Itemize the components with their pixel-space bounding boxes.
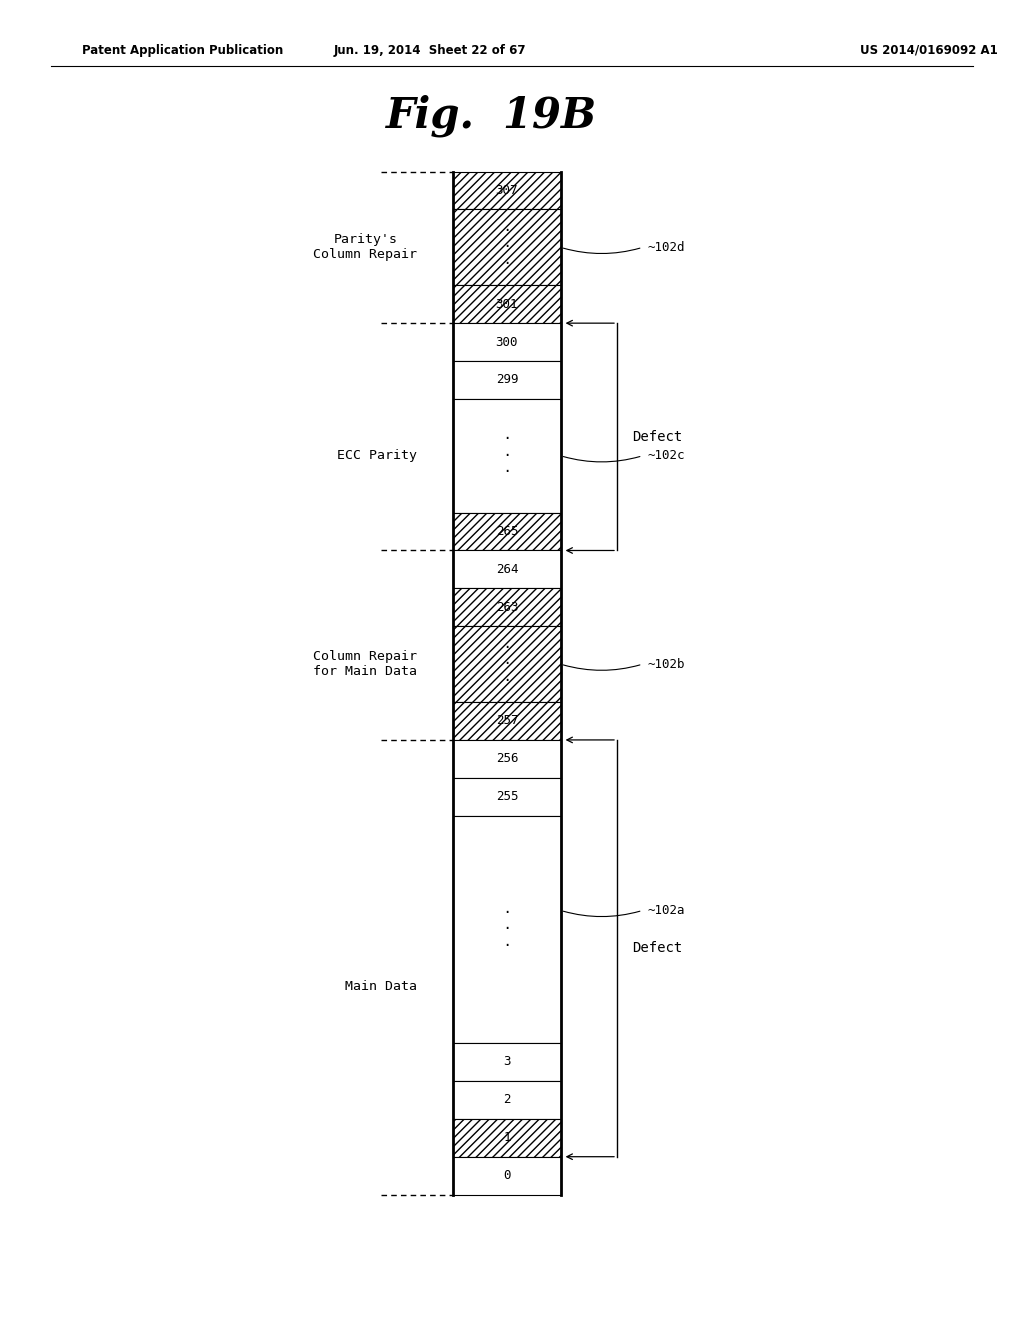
Bar bbox=[453, 1081, 561, 1119]
Text: ~102b: ~102b bbox=[647, 657, 685, 671]
Text: 255: 255 bbox=[496, 791, 518, 804]
Text: 256: 256 bbox=[496, 752, 518, 766]
Text: 257: 257 bbox=[496, 714, 518, 727]
Text: 1: 1 bbox=[503, 1131, 511, 1144]
Text: ~102a: ~102a bbox=[647, 904, 685, 917]
Text: 2: 2 bbox=[503, 1093, 511, 1106]
Bar bbox=[453, 702, 561, 741]
Text: ·
·
·: · · · bbox=[504, 430, 510, 482]
Text: Fig.  19B: Fig. 19B bbox=[386, 95, 597, 137]
Bar bbox=[453, 626, 561, 702]
Bar bbox=[453, 1156, 561, 1195]
Text: Main Data: Main Data bbox=[345, 979, 418, 993]
Bar bbox=[453, 285, 561, 323]
Text: US 2014/0169092 A1: US 2014/0169092 A1 bbox=[860, 44, 998, 57]
Text: ECC Parity: ECC Parity bbox=[337, 449, 418, 462]
Text: ~102c: ~102c bbox=[647, 449, 685, 462]
Text: Patent Application Publication: Patent Application Publication bbox=[82, 44, 284, 57]
Bar bbox=[453, 323, 561, 362]
Text: 3: 3 bbox=[503, 1056, 511, 1068]
Text: 265: 265 bbox=[496, 525, 518, 539]
Bar bbox=[453, 172, 561, 210]
Text: Column Repair
for Main Data: Column Repair for Main Data bbox=[313, 651, 418, 678]
Bar bbox=[453, 172, 561, 210]
Bar bbox=[453, 626, 561, 702]
Text: Jun. 19, 2014  Sheet 22 of 67: Jun. 19, 2014 Sheet 22 of 67 bbox=[334, 44, 526, 57]
Bar bbox=[453, 550, 561, 589]
Bar bbox=[453, 741, 561, 777]
Bar bbox=[453, 816, 561, 1043]
Bar bbox=[453, 1043, 561, 1081]
Text: 300: 300 bbox=[496, 335, 518, 348]
Bar bbox=[453, 285, 561, 323]
Text: Parity's
Column Repair: Parity's Column Repair bbox=[313, 234, 418, 261]
Bar bbox=[453, 777, 561, 816]
Bar bbox=[453, 210, 561, 285]
Text: Defect: Defect bbox=[633, 941, 683, 956]
Text: 264: 264 bbox=[496, 562, 518, 576]
Bar bbox=[453, 1119, 561, 1156]
Bar bbox=[453, 702, 561, 741]
Text: 301: 301 bbox=[496, 298, 518, 310]
Text: ·
·
·: · · · bbox=[504, 639, 510, 690]
Bar bbox=[453, 362, 561, 399]
Bar bbox=[453, 399, 561, 512]
Bar bbox=[453, 512, 561, 550]
Bar bbox=[453, 512, 561, 550]
Bar bbox=[453, 589, 561, 626]
Text: Defect: Defect bbox=[633, 430, 683, 444]
Text: 299: 299 bbox=[496, 374, 518, 387]
Bar bbox=[453, 589, 561, 626]
Text: ·
·
·: · · · bbox=[504, 904, 510, 954]
Text: 0: 0 bbox=[503, 1170, 511, 1183]
Text: ·
·
·: · · · bbox=[504, 222, 510, 273]
Bar bbox=[453, 1119, 561, 1156]
Text: ~102d: ~102d bbox=[647, 240, 685, 253]
Text: 307: 307 bbox=[496, 183, 518, 197]
Text: 263: 263 bbox=[496, 601, 518, 614]
Bar bbox=[453, 210, 561, 285]
